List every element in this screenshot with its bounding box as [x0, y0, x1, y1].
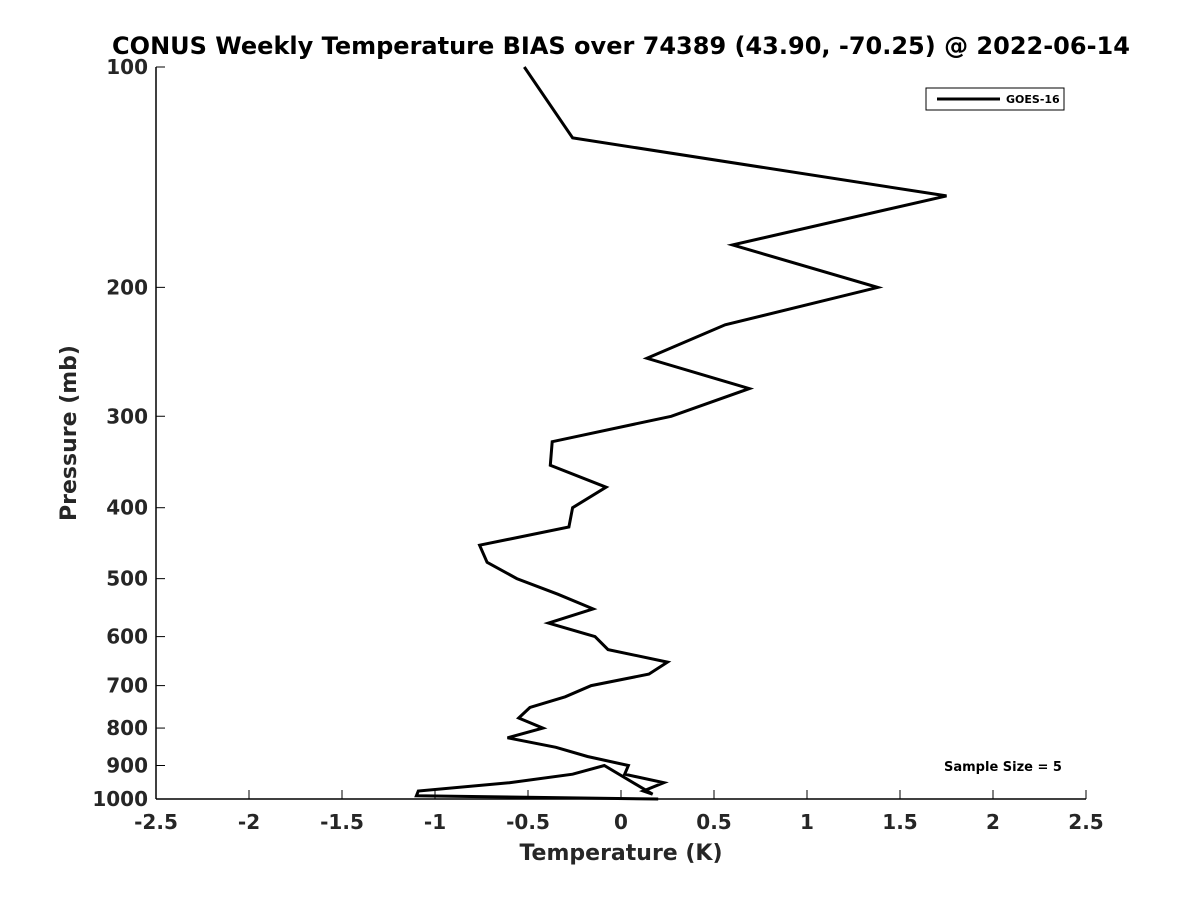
x-tick-label: 1	[800, 810, 814, 834]
x-tick-label: -1.5	[320, 810, 364, 834]
x-ticks: -2.5 -2 -1.5 -1 -0.5 0 0.5 1 1.5 2 2.5	[134, 790, 1104, 834]
x-tick-label: 2.5	[1068, 810, 1103, 834]
y-tick-label: 300	[106, 404, 148, 428]
y-axis-label: Pressure (mb)	[57, 345, 82, 521]
y-tick-label: 600	[106, 625, 148, 649]
x-tick-label: -1	[424, 810, 446, 834]
y-tick-label: 800	[106, 716, 148, 740]
x-axis-label: Temperature (K)	[519, 841, 722, 866]
x-tick-label: 2	[986, 810, 1000, 834]
y-tick-label: 1000	[92, 787, 148, 811]
x-tick-label: 1.5	[882, 810, 917, 834]
x-tick-label: -2.5	[134, 810, 178, 834]
chart-title: CONUS Weekly Temperature BIAS over 74389…	[112, 32, 1130, 60]
x-tick-label: -0.5	[506, 810, 550, 834]
y-tick-label: 700	[106, 674, 148, 698]
x-tick-label: -2	[238, 810, 260, 834]
y-ticks: 100 200 300 400 500 600 700 800 900 1000	[92, 55, 165, 811]
legend: GOES-16	[925, 87, 1065, 111]
y-tick-label: 400	[106, 496, 148, 520]
y-tick-label: 500	[106, 567, 148, 591]
series-layer	[414, 66, 947, 801]
y-tick-label: 100	[106, 55, 148, 79]
sample-size-annotation: Sample Size = 5	[944, 760, 1062, 775]
x-tick-label: 0	[614, 810, 628, 834]
y-tick-label: 200	[106, 275, 148, 299]
x-tick-label: 0.5	[696, 810, 731, 834]
y-tick-label: 900	[106, 754, 148, 778]
legend-label-goes-16: GOES-16	[1006, 93, 1060, 106]
series-line-goes-16	[414, 66, 947, 801]
